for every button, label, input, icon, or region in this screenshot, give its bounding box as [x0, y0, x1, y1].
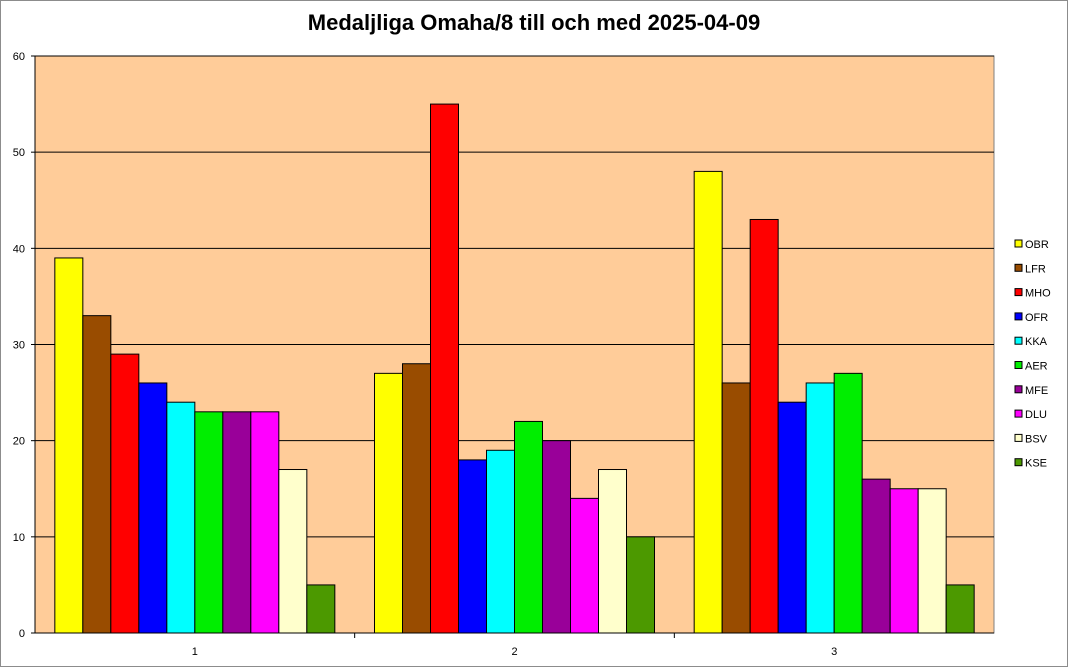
- bar-mfe-1: [222, 411, 252, 634]
- legend-swatch-mho: [1014, 288, 1023, 297]
- bar-mho-3: [749, 218, 779, 634]
- legend-swatch-bsv: [1014, 433, 1023, 442]
- bar-kka-1: [166, 401, 196, 634]
- bar-bsv-1: [278, 469, 308, 634]
- bar-ofr-2: [458, 459, 487, 634]
- y-tick-label: 20: [13, 436, 25, 448]
- legend-label-bsv: BSV: [1025, 433, 1048, 445]
- bar-kka-3: [805, 382, 835, 634]
- legend-label-aer: AER: [1025, 361, 1048, 373]
- bars: [54, 103, 975, 634]
- bar-ofr-1: [138, 382, 168, 634]
- axes: [34, 56, 994, 638]
- legend-label-obr: OBR: [1025, 239, 1049, 251]
- y-tick-label: 30: [13, 340, 25, 352]
- y-tick-label: 60: [13, 51, 25, 63]
- bar-obr-3: [693, 170, 723, 634]
- x-tick-label: 2: [511, 646, 517, 658]
- bar-lfr-2: [402, 363, 431, 634]
- legend-label-kka: KKA: [1025, 336, 1048, 348]
- bar-mfe-2: [542, 440, 571, 634]
- bar-kse-1: [306, 584, 336, 634]
- legend-label-ofr: OFR: [1025, 312, 1048, 324]
- bar-lfr-3: [721, 382, 751, 634]
- y-tick-label: 10: [13, 532, 25, 544]
- bar-kse-2: [626, 536, 655, 634]
- x-tick-labels: 1 2 3: [192, 646, 837, 658]
- bar-aer-3: [833, 372, 863, 634]
- legend-label-mho: MHO: [1025, 288, 1051, 300]
- legend-swatch-obr: [1014, 239, 1023, 248]
- bar-mho-1: [110, 353, 140, 634]
- bar-dlu-1: [250, 411, 280, 634]
- legend-label-dlu: DLU: [1025, 409, 1047, 421]
- bar-obr-2: [374, 372, 403, 634]
- bar-lfr-1: [82, 315, 112, 634]
- bar-mfe-3: [861, 478, 891, 634]
- bar-dlu-2: [570, 497, 599, 634]
- legend-swatch-kse: [1014, 458, 1023, 467]
- legend-swatch-kka: [1014, 336, 1023, 345]
- bar-kse-3: [945, 584, 975, 634]
- x-tick-label: 1: [192, 646, 198, 658]
- legend-swatch-ofr: [1014, 312, 1023, 321]
- bar-bsv-3: [917, 488, 947, 634]
- bar-bsv-2: [598, 469, 627, 634]
- bar-aer-1: [194, 411, 224, 634]
- legend: OBR LFR MHO OFR KKA AER MFE DLU BSV KSE: [1014, 239, 1051, 470]
- y-tick-labels: 0 10 20 30 40 50 60: [13, 51, 25, 640]
- bar-kka-2: [486, 449, 515, 634]
- x-tick-label: 3: [831, 646, 837, 658]
- bar-ofr-3: [777, 401, 807, 634]
- bar-dlu-3: [889, 488, 919, 634]
- chart-title: Medaljliga Omaha/8 till och med 2025-04-…: [307, 10, 761, 35]
- legend-swatch-dlu: [1014, 409, 1023, 418]
- legend-label-kse: KSE: [1025, 458, 1047, 470]
- legend-swatch-aer: [1014, 361, 1023, 369]
- legend-label-lfr: LFR: [1025, 263, 1046, 275]
- legend-swatch-mfe: [1014, 385, 1023, 394]
- y-tick-label: 40: [13, 243, 25, 255]
- bar-mho-2: [430, 103, 459, 634]
- y-tick-label: 0: [19, 628, 25, 640]
- bar-obr-1: [54, 257, 84, 634]
- legend-label-mfe: MFE: [1025, 385, 1048, 397]
- legend-swatch-lfr: [1014, 263, 1023, 272]
- bar-aer-2: [514, 420, 543, 634]
- y-tick-label: 50: [13, 147, 25, 159]
